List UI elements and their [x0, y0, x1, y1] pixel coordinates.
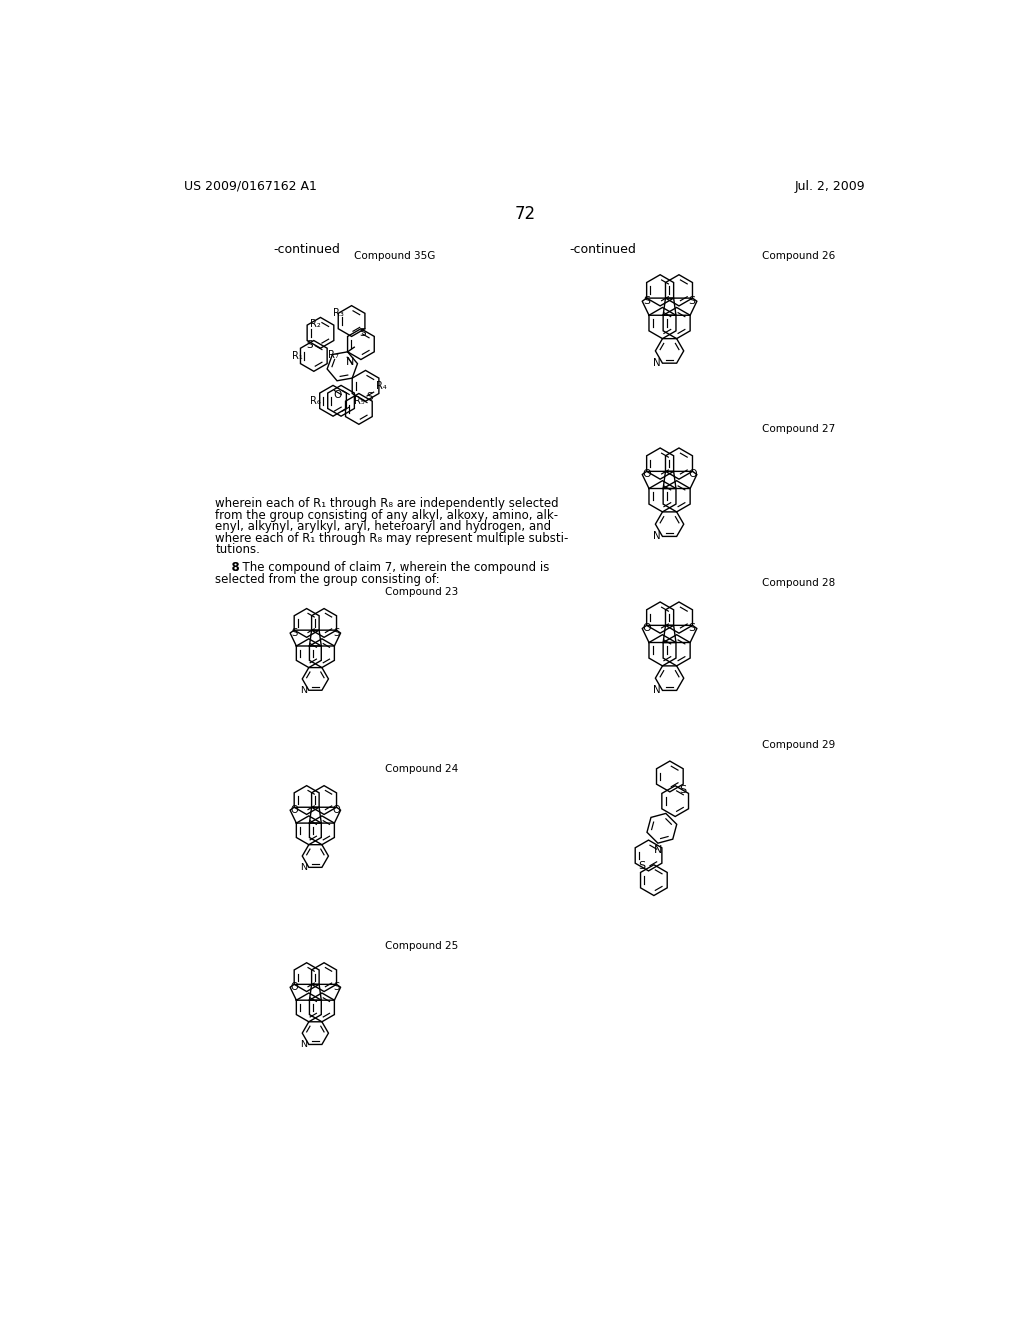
- Text: Compound 25: Compound 25: [385, 941, 458, 950]
- Text: O: O: [291, 805, 298, 816]
- Text: O: O: [333, 805, 340, 816]
- Text: N: N: [653, 358, 660, 368]
- Text: S: S: [638, 861, 645, 871]
- Text: S: S: [689, 296, 695, 306]
- Text: S: S: [680, 785, 687, 796]
- Text: O: O: [333, 389, 341, 400]
- Text: O: O: [643, 623, 651, 634]
- Text: R₃: R₃: [333, 309, 344, 318]
- Text: N: N: [653, 532, 660, 541]
- Text: S: S: [333, 628, 339, 638]
- Text: R₁: R₁: [293, 351, 303, 360]
- Text: R₄: R₄: [376, 380, 387, 391]
- Text: R₆: R₆: [310, 396, 322, 405]
- Text: from the group consisting of any alkyl, alkoxy, amino, alk-: from the group consisting of any alkyl, …: [215, 508, 558, 521]
- Text: Compound 28: Compound 28: [762, 578, 836, 587]
- Text: R₂: R₂: [309, 318, 321, 329]
- Text: Compound 26: Compound 26: [762, 251, 836, 261]
- Text: Compound 24: Compound 24: [385, 763, 458, 774]
- Text: . The compound of claim 7, wherein the compound is: . The compound of claim 7, wherein the c…: [234, 561, 549, 574]
- Text: tutions.: tutions.: [215, 544, 260, 557]
- Text: 8: 8: [215, 561, 240, 574]
- Text: S: S: [333, 982, 339, 993]
- Text: N: N: [653, 846, 663, 855]
- Text: O: O: [643, 470, 651, 479]
- Text: S: S: [306, 341, 313, 350]
- Text: where each of R₁ through R₈ may represent multiple substi-: where each of R₁ through R₈ may represen…: [215, 532, 568, 545]
- Text: US 2009/0167162 A1: US 2009/0167162 A1: [184, 180, 317, 193]
- Text: S: S: [291, 628, 298, 638]
- Text: -continued: -continued: [569, 243, 636, 256]
- Text: Compound 29: Compound 29: [762, 739, 836, 750]
- Text: N: N: [653, 685, 660, 696]
- Text: Compound 27: Compound 27: [762, 424, 836, 434]
- Text: 72: 72: [514, 205, 536, 223]
- Text: O: O: [291, 982, 298, 993]
- Text: S: S: [689, 623, 695, 634]
- Text: R₇: R₇: [328, 350, 339, 360]
- Text: enyl, alkynyl, arylkyl, aryl, heteroaryl and hydrogen, and: enyl, alkynyl, arylkyl, aryl, heteroaryl…: [215, 520, 551, 533]
- Text: Compound 35G: Compound 35G: [354, 251, 435, 261]
- Text: -continued: -continued: [273, 243, 340, 256]
- Text: wherein each of R₁ through R₈ are independently selected: wherein each of R₁ through R₈ are indepe…: [215, 498, 559, 511]
- Text: R₅: R₅: [354, 396, 365, 405]
- Text: S: S: [367, 392, 373, 401]
- Text: O: O: [688, 470, 696, 479]
- Text: N: N: [300, 863, 307, 871]
- Text: Jul. 2, 2009: Jul. 2, 2009: [795, 180, 865, 193]
- Text: selected from the group consisting of:: selected from the group consisting of:: [215, 573, 440, 586]
- Text: N: N: [300, 1040, 307, 1049]
- Text: N: N: [300, 686, 307, 694]
- Text: S: S: [643, 296, 650, 306]
- Text: Compound 23: Compound 23: [385, 586, 458, 597]
- Text: N: N: [346, 358, 354, 367]
- Text: S: S: [359, 329, 366, 338]
